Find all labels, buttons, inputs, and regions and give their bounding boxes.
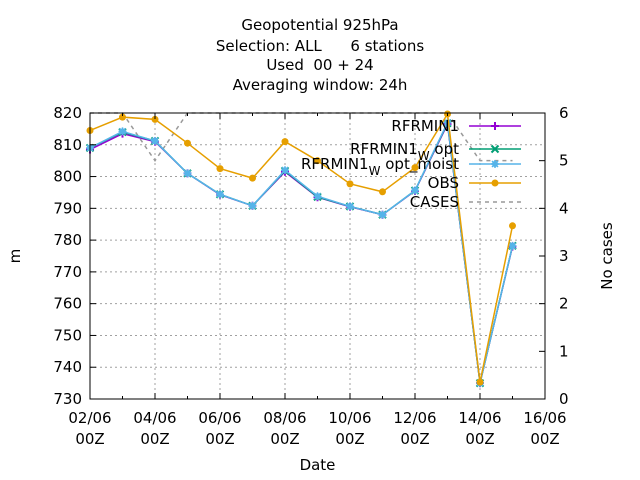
y2-tick-label: 6 — [559, 104, 569, 122]
y-tick-label: 790 — [53, 199, 82, 217]
series-line — [89, 111, 514, 383]
chart-title-line-4: Averaging window: 24h — [232, 76, 408, 94]
data-point-dot — [184, 170, 191, 177]
legend-label: RFRMIN1 — [391, 117, 459, 135]
data-point — [411, 164, 419, 172]
chart-title-line-3: Used 00 + 24 — [266, 56, 374, 74]
data-point — [314, 157, 321, 165]
y2-tick-label: 4 — [559, 199, 569, 217]
x-tick-label: 08/06 — [263, 409, 306, 427]
data-point-dot — [119, 128, 126, 135]
series-layer — [85, 110, 517, 388]
x-tick-label-hour: 00Z — [75, 430, 104, 448]
series-line — [89, 119, 514, 384]
x-tick-label-hour: 00Z — [530, 430, 559, 448]
data-point — [184, 139, 191, 147]
labels-layer: 02/06 00Z 04/06 00Z 06/06 00Z 08/06 00Z 10/06 00Z… — [6, 104, 616, 474]
data-point — [346, 180, 354, 188]
y2-axis-label: No cases — [598, 222, 616, 290]
x-tick-label: 10/06 — [328, 409, 371, 427]
data-point-dot — [314, 193, 321, 200]
x-tick-label: 04/06 — [133, 409, 176, 427]
data-point-dot — [492, 161, 498, 167]
data-point — [151, 115, 159, 123]
x-tick-label-hour: 00Z — [400, 430, 429, 448]
y2-tick-label: 1 — [559, 342, 569, 360]
chart-title-line-1: Geopotential 925hPa — [241, 16, 399, 34]
x-tick-label: 14/06 — [458, 409, 501, 427]
ticks-layer — [89, 112, 546, 400]
y2-tick-label: 2 — [559, 295, 569, 313]
y2-tick-label: 5 — [559, 152, 569, 170]
chart-title-line-2: Selection: ALL 6 stations — [215, 37, 425, 55]
data-point — [119, 113, 126, 121]
y-tick-label: 780 — [53, 231, 82, 249]
data-point-dot — [412, 187, 418, 194]
data-point — [491, 179, 499, 187]
grid-layer — [90, 113, 545, 399]
x-tick-label-hour: 00Z — [205, 430, 234, 448]
y-tick-label: 760 — [53, 295, 82, 313]
y-tick-label: 770 — [53, 263, 82, 281]
data-point — [476, 378, 484, 386]
x-tick-label: 12/06 — [393, 409, 436, 427]
data-point-dot — [379, 211, 386, 218]
x-tick-label-hour: 00Z — [270, 430, 299, 448]
x-axis-label: Date — [300, 456, 336, 474]
legend-label: CASES — [410, 193, 459, 211]
data-point — [281, 138, 289, 146]
data-point — [490, 144, 500, 154]
y2-tick-label: 0 — [559, 390, 569, 408]
x-tick-label-hour: 00Z — [465, 430, 494, 448]
x-tick-label: 06/06 — [198, 409, 241, 427]
legend-label: RFRMIN1W opt_moist — [301, 155, 459, 178]
data-point-dot — [509, 242, 516, 249]
y-tick-label: 820 — [53, 104, 82, 122]
data-point-dot — [152, 137, 158, 144]
y-tick-label: 800 — [53, 168, 82, 186]
y-axis-label: m — [6, 249, 24, 264]
y-tick-label: 730 — [53, 390, 82, 408]
data-point-dot — [217, 191, 223, 198]
x-tick-label-hour: 00Z — [335, 430, 364, 448]
y2-tick-label: 3 — [559, 247, 569, 265]
y-tick-label: 750 — [53, 326, 82, 344]
y-tick-label: 810 — [53, 136, 82, 154]
data-point — [216, 165, 224, 173]
legend-label: OBS — [428, 174, 459, 192]
x-tick-label: 16/06 — [523, 409, 566, 427]
data-point-dot — [282, 167, 288, 174]
data-point-dot — [347, 203, 353, 210]
y-tick-label: 740 — [53, 358, 82, 376]
data-point — [509, 222, 516, 230]
legend-label: RFRMIN1W opt — [350, 140, 459, 163]
x-tick-label: 02/06 — [68, 409, 111, 427]
data-point-dot — [249, 202, 256, 209]
x-tick-label-hour: 00Z — [140, 430, 169, 448]
data-point — [249, 174, 256, 182]
data-point — [379, 188, 386, 196]
data-point — [491, 122, 499, 130]
